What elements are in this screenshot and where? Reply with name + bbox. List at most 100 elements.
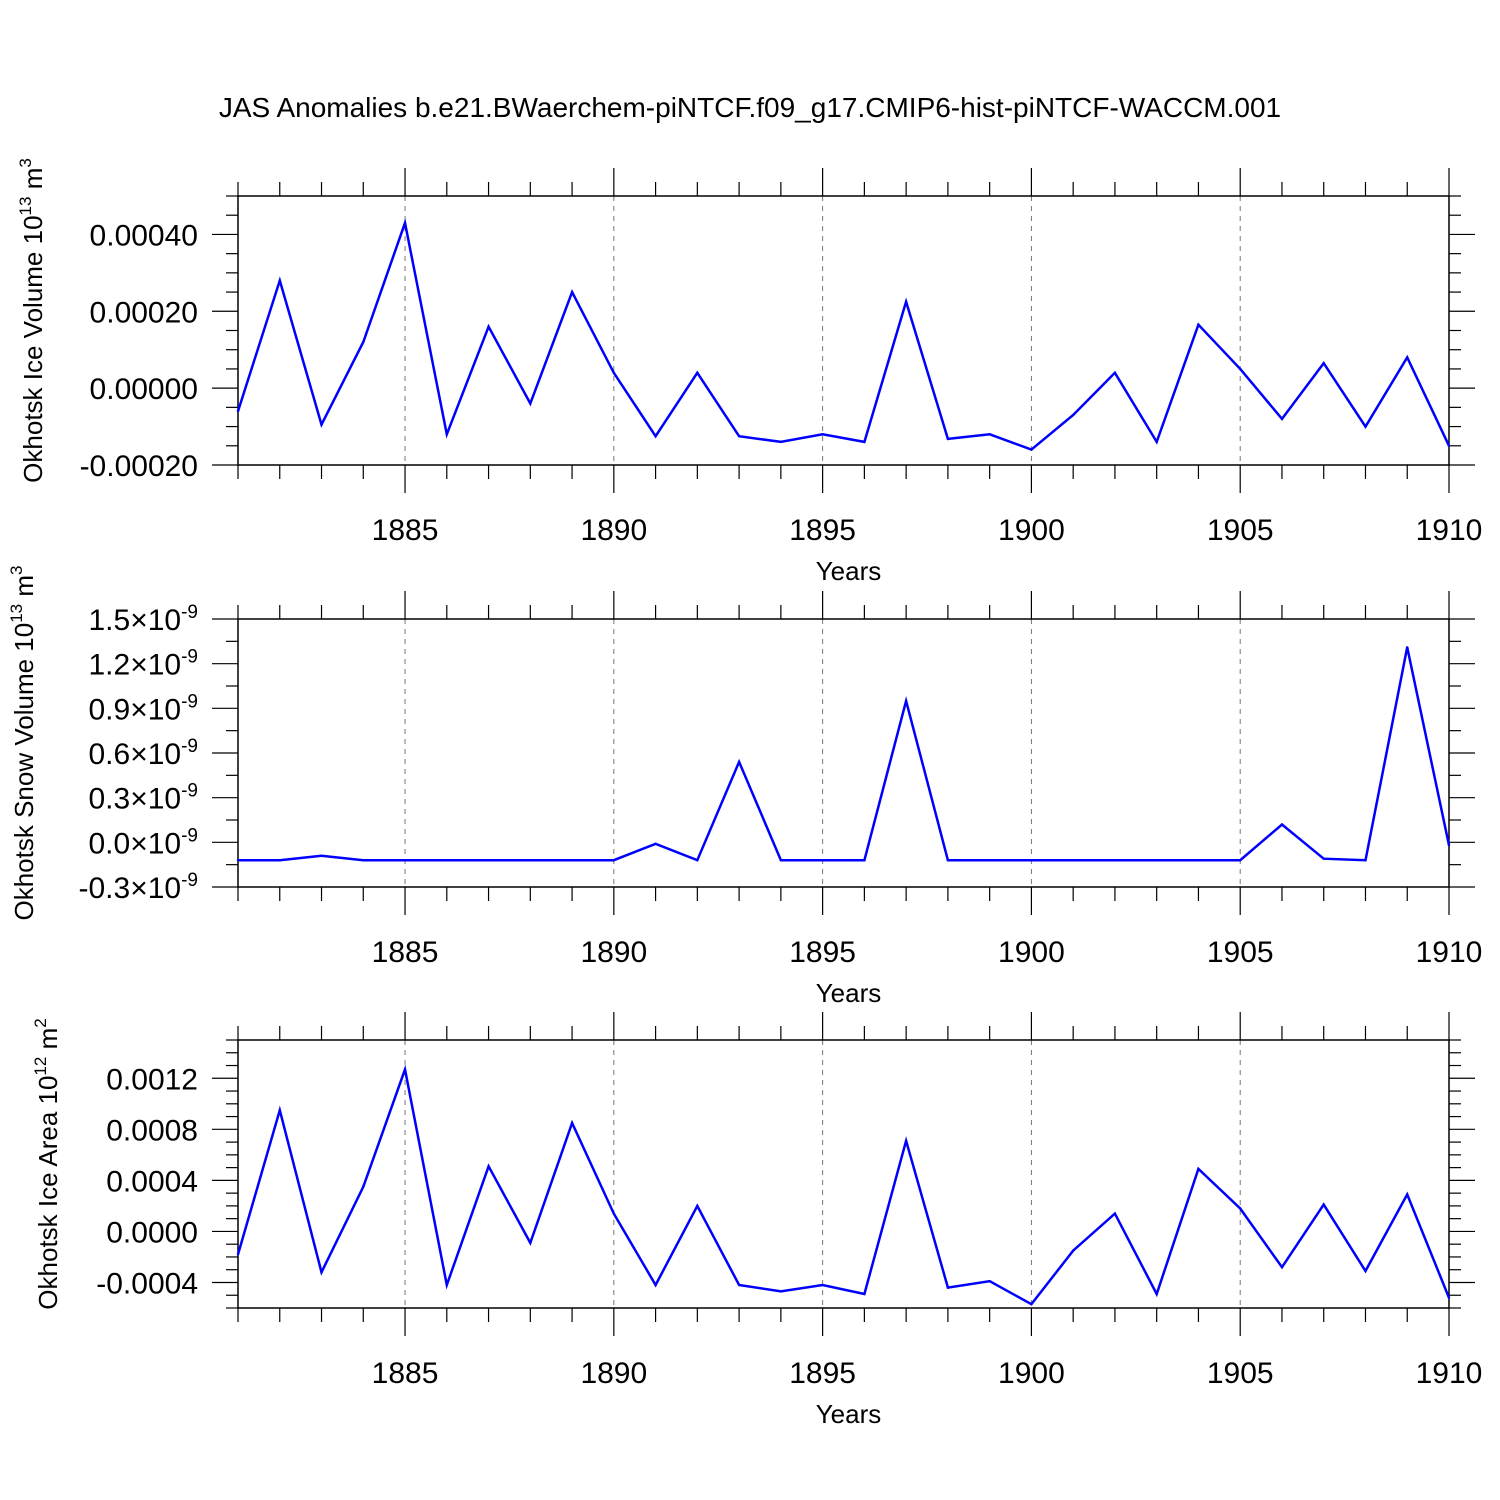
x-tick-label: 1895 <box>789 514 856 547</box>
data-point <box>1280 1265 1284 1269</box>
y-axis-label-part: 13 <box>16 197 35 216</box>
data-point <box>1155 859 1158 862</box>
data-point <box>445 859 448 862</box>
x-tick-label: 1900 <box>998 514 1065 547</box>
data-point <box>654 434 657 438</box>
y-axis-label-part: Okhotsk Snow Volume 10 <box>9 623 39 921</box>
x-tick-label: 1910 <box>1416 514 1483 547</box>
x-tick-label: 1910 <box>1416 1357 1483 1390</box>
data-point <box>1239 1207 1242 1210</box>
data-point <box>696 1204 699 1208</box>
data-point <box>1406 646 1409 649</box>
series-line <box>236 1064 1451 1306</box>
x-axis-label: Years <box>816 978 882 1008</box>
data-point <box>612 1212 616 1215</box>
y-tick-label-exponent: -9 <box>181 736 198 757</box>
panel-1: 1885 1890 1895 1900 1905 1910 -0.00020 0.00000 0… <box>16 158 1482 586</box>
y-tick-label-mantissa: 0.3×10 <box>89 783 182 816</box>
data-point <box>1322 857 1325 860</box>
data-point <box>278 1108 281 1112</box>
x-tick-label: 1890 <box>580 1357 647 1390</box>
data-point <box>863 440 866 444</box>
data-point <box>863 859 866 862</box>
data-point <box>654 842 657 846</box>
data-point <box>1447 444 1451 447</box>
x-tick-label: 1885 <box>372 1357 439 1390</box>
y-axis-label-part: 3 <box>7 566 26 575</box>
data-point <box>403 859 407 862</box>
y-tick-label-mantissa: -0.0004 <box>96 1267 198 1300</box>
x-tick-label: 1900 <box>998 936 1065 969</box>
y-tick-label-mantissa: 0.9×10 <box>89 693 182 726</box>
y-tick-label-exponent: -9 <box>181 781 198 802</box>
data-point <box>1239 367 1242 371</box>
y-axis-label-part: 3 <box>16 158 35 167</box>
data-point <box>696 859 699 862</box>
data-point <box>737 434 741 438</box>
data-point <box>1406 356 1409 359</box>
data-point <box>696 371 699 374</box>
data-point <box>236 1253 240 1256</box>
data-point <box>612 859 616 862</box>
y-tick-label: 0.6×10-9 <box>89 736 199 771</box>
x-tick-label: 1905 <box>1207 514 1274 547</box>
data-point <box>570 290 574 294</box>
y-tick-label-exponent: -9 <box>181 825 198 846</box>
data-point <box>1447 1296 1451 1299</box>
y-axis-label-part: Okhotsk Ice Area 10 <box>33 1076 63 1310</box>
x-tick-label: 1905 <box>1207 1357 1274 1390</box>
data-point <box>988 859 991 862</box>
y-tick-label-mantissa: 0.6×10 <box>89 738 182 771</box>
data-point <box>445 1283 448 1287</box>
y-tick-label-mantissa: 1.5×10 <box>89 604 182 637</box>
x-tick-label: 1890 <box>580 936 647 969</box>
data-point <box>362 859 365 862</box>
data-point <box>403 221 407 225</box>
y-tick-label: 0.9×10-9 <box>89 691 199 726</box>
data-point <box>779 859 783 862</box>
data-point <box>1030 448 1033 451</box>
x-tick-label: 1885 <box>372 936 439 969</box>
y-axis-label-part: m <box>18 168 48 197</box>
data-point <box>1322 361 1325 365</box>
x-tick-label: 1895 <box>789 1357 856 1390</box>
data-point <box>737 760 741 764</box>
plot-frame <box>237 195 1450 466</box>
data-point <box>1197 1167 1200 1171</box>
data-point <box>779 440 783 444</box>
data-point <box>320 423 323 426</box>
data-point <box>1030 1302 1033 1306</box>
y-tick-label: 1.2×10-9 <box>89 647 199 682</box>
y-tick-label-exponent: -9 <box>181 691 198 712</box>
y-tick-label-mantissa: -0.00020 <box>80 450 198 483</box>
x-axis-label: Years <box>816 556 882 586</box>
y-axis-label-part: m <box>9 575 39 604</box>
y-tick-label: 0.00000 <box>90 373 198 406</box>
y-tick-label-mantissa: 0.0×10 <box>89 827 182 860</box>
y-tick-label-exponent: -9 <box>181 647 198 668</box>
y-tick-label: 0.0×10-9 <box>89 825 199 860</box>
y-axis-label: Okhotsk Ice Area 1012 m2 <box>31 1018 63 1309</box>
data-point <box>1155 440 1158 444</box>
y-axis-label-part: 13 <box>7 604 26 623</box>
y-tick-label-exponent: -9 <box>181 870 198 891</box>
data-point <box>1364 859 1367 862</box>
y-tick-label: -0.3×10-9 <box>79 870 199 905</box>
x-tick-label: 1900 <box>998 1357 1065 1390</box>
chart-title: JAS Anomalies b.e21.BWaerchem-piNTCF.f09… <box>218 92 1282 123</box>
y-tick-label-mantissa: 0.0000 <box>106 1216 198 1249</box>
data-point <box>487 859 490 862</box>
data-point <box>362 340 365 344</box>
data-point <box>529 859 532 862</box>
data-point <box>1280 417 1284 421</box>
data-point <box>487 325 490 328</box>
data-point <box>320 1271 323 1274</box>
y-tick-label: 0.0004 <box>106 1165 198 1198</box>
y-axis-label-part: 2 <box>31 1018 50 1027</box>
data-point <box>320 854 323 857</box>
data-point <box>529 402 532 405</box>
data-point <box>988 1280 991 1283</box>
y-tick-label-mantissa: 1.2×10 <box>89 649 182 682</box>
series-line <box>236 218 1451 452</box>
